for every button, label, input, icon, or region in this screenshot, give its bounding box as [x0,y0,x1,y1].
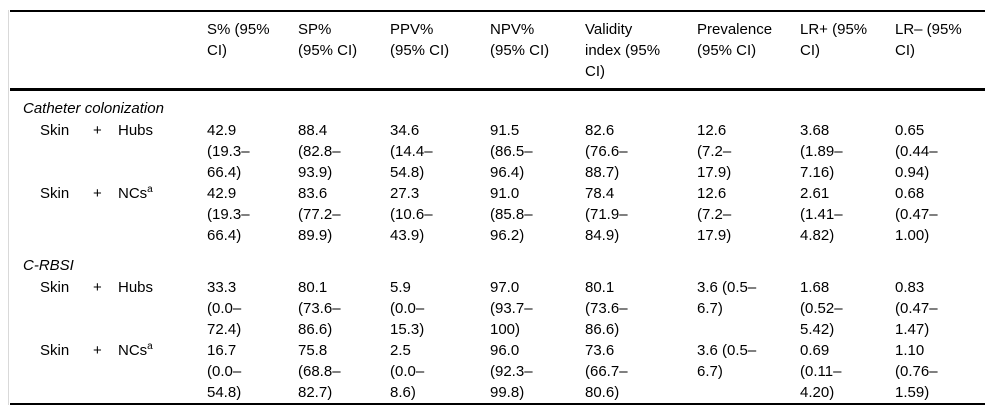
row-label-plus: + [93,122,102,139]
table-row: Skin + Hubs 33.3 (0.0– 72.4) 80.1 (73.6–… [10,277,985,340]
cell-validity-index: 73.6 (66.7– 80.6) [585,342,628,401]
cell-specificity: 75.8 (68.8– 82.7) [298,342,341,401]
diagnostic-validity-table: S% (95% CI) SP% (95% CI) PPV% (95% CI) N… [10,10,985,405]
cell-validity-index: 78.4 (71.9– 84.9) [585,185,628,244]
row-label-device: Hubs [118,120,153,183]
row-label: Skin + NCsa [10,340,207,403]
cell-specificity: 80.1 (73.6– 86.6) [298,279,341,338]
row-label-site: Skin [40,342,70,359]
cell-lr-minus: 1.10 (0.76– 1.59) [895,342,938,401]
cell-lr-plus: 0.69 (0.11– 4.20) [800,342,842,401]
footnote-marker: a [147,184,153,195]
column-header-lr-plus: LR+ (95% CI) [800,21,868,59]
table-row: Skin + NCsa 42.9 (19.3– 66.4) 83.6 (77.2… [10,183,985,246]
footnote-marker: a [147,341,153,352]
cell-lr-plus: 2.61 (1.41– 4.82) [800,185,843,244]
row-label: Skin + Hubs [10,277,207,340]
cell-sensitivity: 42.9 (19.3– 66.4) [207,185,250,244]
row-label-plus: + [93,185,102,202]
row-label-device: Hubs [118,277,153,340]
cell-ppv: 34.6 (14.4– 54.8) [390,122,433,181]
cell-specificity: 83.6 (77.2– 89.9) [298,185,341,244]
column-header-sensitivity: S% (95% CI) [207,21,270,59]
cell-prevalence: 12.6 (7.2– 17.9) [697,185,732,244]
column-header-validity-index: Validity index (95% CI) [585,21,661,80]
row-label: Skin + Hubs [10,120,207,183]
cell-lr-plus: 3.68 (1.89– 7.16) [800,122,843,181]
column-header-prevalence: Prevalence (95% CI) [697,21,773,59]
cell-validity-index: 82.6 (76.6– 88.7) [585,122,628,181]
row-label-device-text: Hubs [118,279,154,296]
page-edge-divider [8,10,9,405]
cell-sensitivity: 42.9 (19.3– 66.4) [207,122,250,181]
row-label-device: NCsa [118,183,153,246]
column-header-blank [10,19,207,82]
row-label-site: Skin [40,279,70,296]
column-header-npv: NPV% (95% CI) [490,21,550,59]
row-label-plus: + [93,279,102,296]
cell-prevalence: 3.6 (0.5– 6.7) [697,342,757,380]
cell-sensitivity: 33.3 (0.0– 72.4) [207,279,242,338]
cell-ppv: 5.9 (0.0– 15.3) [390,279,425,338]
column-header-ppv: PPV% (95% CI) [390,21,450,59]
row-label-device-text: NCs [118,185,148,202]
cell-lr-minus: 0.68 (0.47– 1.00) [895,185,938,244]
cell-ppv: 2.5 (0.0– 8.6) [390,342,425,401]
cell-ppv: 27.3 (10.6– 43.9) [390,185,433,244]
row-label-plus: + [93,342,102,359]
cell-npv: 97.0 (93.7– 100) [490,279,533,338]
cell-specificity: 88.4 (82.8– 93.9) [298,122,341,181]
table-row: Skin + NCsa 16.7 (0.0– 54.8) 75.8 (68.8–… [10,340,985,403]
cell-prevalence: 12.6 (7.2– 17.9) [697,122,732,181]
row-label-device-text: Hubs [118,122,154,139]
section-title-catheter-colonization: Catheter colonization [23,100,164,117]
cell-npv: 96.0 (92.3– 99.8) [490,342,533,401]
section-title-c-rbsi: C-RBSI [23,257,74,274]
row-label-site: Skin [40,185,70,202]
column-header-specificity: SP% (95% CI) [298,21,358,59]
cell-npv: 91.0 (85.8– 96.2) [490,185,533,244]
cell-lr-minus: 0.83 (0.47– 1.47) [895,279,938,338]
row-label-device: NCsa [118,340,153,403]
row-label: Skin + NCsa [10,183,207,246]
cell-prevalence: 3.6 (0.5– 6.7) [697,279,757,317]
row-label-site: Skin [40,122,70,139]
cell-lr-plus: 1.68 (0.52– 5.42) [800,279,843,338]
cell-npv: 91.5 (86.5– 96.4) [490,122,533,181]
table-row: Skin + Hubs 42.9 (19.3– 66.4) 88.4 (82.8… [10,120,985,183]
column-header-lr-minus: LR– (95% CI) [895,21,962,59]
table-header-row: S% (95% CI) SP% (95% CI) PPV% (95% CI) N… [10,12,985,91]
cell-lr-minus: 0.65 (0.44– 0.94) [895,122,938,181]
cell-sensitivity: 16.7 (0.0– 54.8) [207,342,242,401]
cell-validity-index: 80.1 (73.6– 86.6) [585,279,628,338]
row-label-device-text: NCs [118,342,148,359]
